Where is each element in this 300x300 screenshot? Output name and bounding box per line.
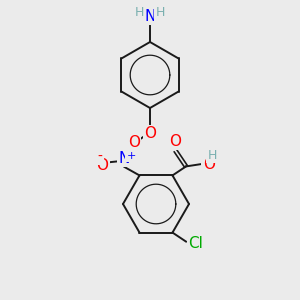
Text: N: N [144,9,156,24]
Text: O: O [203,157,215,172]
Text: H: H [208,148,217,161]
Text: O: O [96,158,108,173]
Text: H: H [156,6,165,20]
Text: +: + [126,151,136,160]
Text: O: O [128,135,140,150]
Text: Cl: Cl [188,236,203,250]
Text: O: O [169,134,181,149]
Text: O: O [144,126,156,141]
Text: N: N [119,151,130,166]
Text: H: H [135,6,144,20]
Text: -: - [98,150,102,164]
